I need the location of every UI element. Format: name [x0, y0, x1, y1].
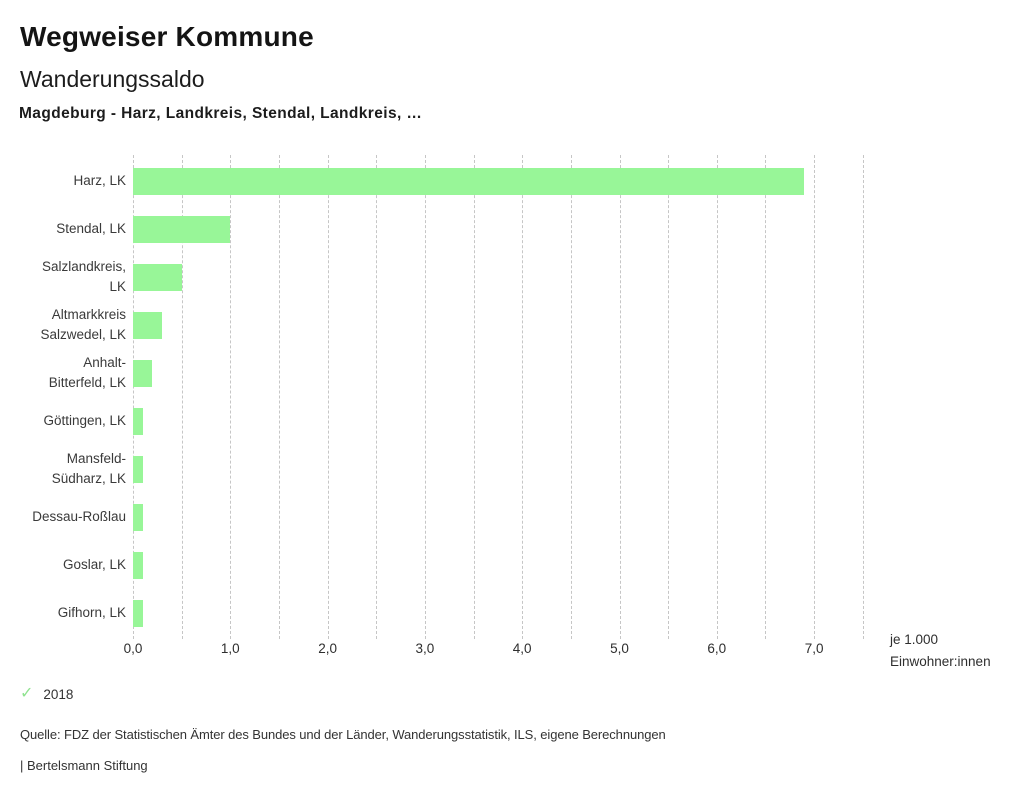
gridline: [278, 155, 280, 639]
category-label: Harz, LK: [73, 173, 126, 188]
chart-bar[interactable]: [133, 311, 163, 339]
x-tick-label: 3,0: [415, 641, 435, 656]
chart-bar[interactable]: [133, 167, 805, 195]
attribution-text: | Bertelsmann Stiftung: [20, 758, 148, 773]
gridline: [522, 155, 524, 639]
category-label: Göttingen, LK: [43, 413, 126, 428]
gridline: [181, 155, 183, 639]
category-label: Dessau-Roßlau: [32, 509, 126, 524]
axis-unit-line-2: Einwohner:innen: [890, 654, 991, 669]
category-label: Altmarkkreis Salzwedel, LK: [40, 307, 126, 342]
gridline: [327, 155, 329, 639]
chart-bar[interactable]: [133, 407, 143, 435]
chart-bar[interactable]: [133, 503, 143, 531]
checkmark-icon: ✓: [20, 685, 34, 702]
legend-item-2018[interactable]: ✓ 2018: [20, 686, 73, 702]
gridline: [862, 155, 864, 639]
gridline: [230, 155, 232, 639]
axis-unit-label: je 1.000 Einwohner:innen: [890, 629, 991, 673]
x-tick-label: 7,0: [804, 641, 824, 656]
x-tick-label: 0,0: [123, 641, 143, 656]
category-label: Gifhorn, LK: [57, 605, 126, 620]
x-tick-label: 1,0: [220, 641, 240, 656]
gridline: [376, 155, 378, 639]
x-tick-label: 4,0: [512, 641, 532, 656]
gridline: [814, 155, 816, 639]
gridline: [570, 155, 572, 639]
chart-bar[interactable]: [133, 551, 143, 579]
chart-bar[interactable]: [133, 263, 182, 291]
category-label: Goslar, LK: [62, 557, 126, 572]
chart-title: Wanderungssaldo: [20, 66, 205, 92]
gridline: [473, 155, 475, 639]
x-tick-label: 5,0: [610, 641, 629, 656]
legend-label: 2018: [43, 686, 74, 702]
gridline: [765, 155, 767, 639]
x-tick-label: 6,0: [707, 641, 727, 656]
x-tick-label: 2,0: [318, 641, 337, 656]
category-label: Stendal, LK: [56, 221, 126, 236]
gridline: [133, 155, 134, 639]
category-label: Mansfeld- Südharz, LK: [51, 451, 126, 486]
gridline: [668, 155, 670, 639]
chart-bar[interactable]: [133, 599, 143, 627]
gridline: [424, 155, 426, 639]
axis-unit-line-1: je 1.000: [890, 632, 939, 647]
chart-bar[interactable]: [133, 359, 153, 387]
source-text: Quelle: FDZ der Statistischen Ämter des …: [20, 727, 666, 742]
category-label: Anhalt- Bitterfeld, LK: [48, 355, 126, 390]
chart-bar[interactable]: [133, 455, 143, 483]
gridline: [716, 155, 718, 639]
chart-bar[interactable]: [133, 215, 231, 243]
gridline: [619, 155, 621, 639]
app-title: Wegweiser Kommune: [20, 21, 314, 52]
chart-subtitle: Magdeburg - Harz, Landkreis, Stendal, La…: [19, 105, 423, 122]
category-label: Salzlandkreis, LK: [41, 259, 126, 294]
